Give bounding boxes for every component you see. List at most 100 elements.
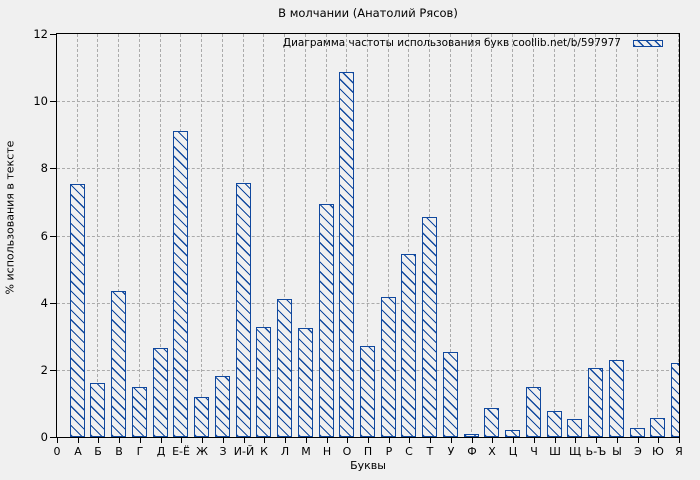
x-tick-label: Э (634, 445, 642, 458)
x-tick-mark (306, 438, 307, 443)
bar (547, 411, 562, 437)
v-gridline (118, 34, 119, 437)
y-tick-label: 2 (40, 363, 48, 377)
v-gridline (471, 34, 472, 437)
bar (360, 346, 375, 437)
y-tick-mark (50, 303, 56, 304)
v-gridline (388, 34, 389, 437)
x-tick-label: Ш (549, 445, 561, 458)
x-tick-label: Е-Ё (172, 445, 190, 458)
x-tick-mark (389, 438, 390, 443)
x-tick-label: Ж (196, 445, 208, 458)
y-tick-label: 12 (33, 27, 48, 41)
bar (650, 418, 665, 437)
bar (588, 368, 603, 437)
v-gridline (491, 34, 492, 437)
x-tick-label: М (301, 445, 311, 458)
y-tick-mark (50, 168, 56, 169)
v-gridline (201, 34, 202, 437)
x-tick-mark (264, 438, 265, 443)
y-tick-mark (50, 34, 56, 35)
x-tick-label: С (405, 445, 413, 458)
x-origin-label: 0 (53, 445, 61, 458)
h-gridline (57, 168, 679, 169)
bar (215, 376, 230, 437)
x-tick-mark (119, 438, 120, 443)
v-gridline (222, 34, 223, 437)
x-tick-mark (492, 438, 493, 443)
bar (401, 254, 416, 437)
x-tick-mark (285, 438, 286, 443)
legend-swatch (633, 39, 663, 47)
x-tick-mark (555, 438, 556, 443)
x-tick-label: Н (322, 445, 332, 458)
y-tick-mark (50, 236, 56, 237)
x-tick-mark (430, 438, 431, 443)
y-tick-mark (50, 101, 56, 102)
v-gridline (284, 34, 285, 437)
v-gridline (139, 34, 140, 437)
bar (111, 291, 126, 437)
x-tick-label: О (342, 445, 352, 458)
v-gridline (160, 34, 161, 437)
bar (381, 297, 396, 437)
bar (319, 204, 334, 437)
x-tick-mark (638, 438, 639, 443)
x-tick-label: Ф (467, 445, 477, 458)
x-tick-label: Б (94, 445, 102, 458)
y-tick-mark (50, 370, 56, 371)
bar (298, 328, 313, 437)
bar (567, 419, 582, 437)
bar (236, 183, 251, 437)
bar (339, 72, 354, 437)
h-gridline (57, 236, 679, 237)
x-tick-mark (140, 438, 141, 443)
x-tick-label: Т (426, 445, 434, 458)
x-tick-mark (223, 438, 224, 443)
bar (526, 387, 541, 437)
y-tick-mark (50, 437, 56, 438)
x-tick-mark (679, 438, 680, 443)
x-tick-mark (513, 438, 514, 443)
v-gridline (263, 34, 264, 437)
bar (484, 408, 499, 437)
v-gridline (367, 34, 368, 437)
bar (153, 348, 168, 437)
v-gridline (450, 34, 451, 437)
x-tick-label: Ч (530, 445, 538, 458)
v-gridline (595, 34, 596, 437)
x-tick-mark (327, 438, 328, 443)
bar (464, 434, 479, 437)
x-tick-label: К (260, 445, 268, 458)
y-tick-label: 6 (40, 229, 48, 243)
x-tick-label: Ю (652, 445, 664, 458)
x-tick-label: Д (156, 445, 166, 458)
x-axis-label: Буквы (350, 459, 386, 472)
bar (630, 428, 645, 437)
v-gridline (97, 34, 98, 437)
bar (173, 131, 188, 437)
v-gridline (305, 34, 306, 437)
x-tick-mark (409, 438, 410, 443)
x-tick-mark (575, 438, 576, 443)
y-tick-label: 4 (40, 296, 48, 310)
x-tick-mark (368, 438, 369, 443)
x-tick-mark (181, 438, 182, 443)
bar (90, 383, 105, 437)
bar (609, 360, 624, 437)
h-gridline (57, 101, 679, 102)
x-tick-mark (451, 438, 452, 443)
x-tick-label: А (74, 445, 82, 458)
x-tick-mark (98, 438, 99, 443)
x-tick-mark (57, 438, 58, 443)
legend: Диаграмма частоты использования букв coo… (283, 36, 663, 50)
x-tick-mark (617, 438, 618, 443)
bar (671, 363, 679, 437)
x-tick-label: Л (280, 445, 290, 458)
x-tick-label: Ь-Ъ (585, 445, 607, 458)
bar (505, 430, 520, 437)
x-tick-label: П (363, 445, 373, 458)
v-gridline (657, 34, 658, 437)
v-gridline (678, 34, 679, 437)
